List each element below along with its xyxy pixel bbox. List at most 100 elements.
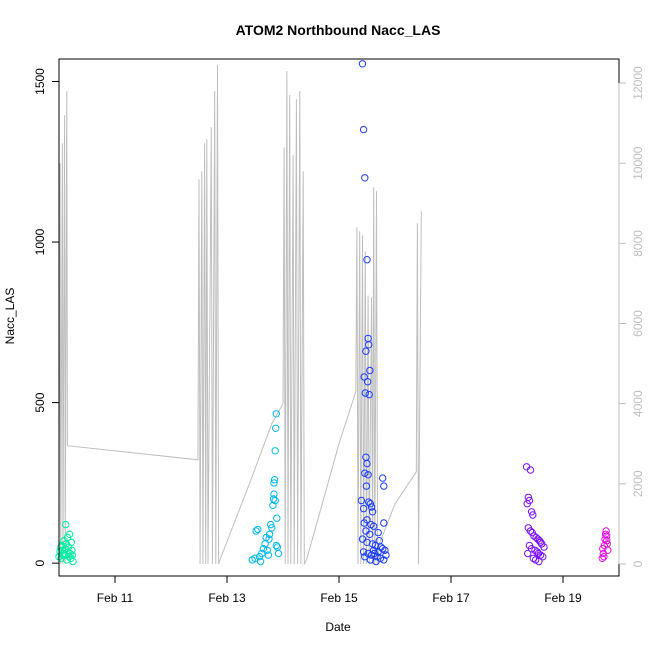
data-point-s2-18 (380, 482, 388, 490)
data-point-s2-24 (368, 508, 377, 516)
data-point-s2-5 (365, 341, 373, 349)
data-point-s3-22 (539, 553, 547, 561)
data-point-s2-0 (358, 60, 367, 68)
data-point-s2-21 (366, 500, 375, 508)
data-point-s1-1 (251, 554, 259, 562)
data-point-s4-6 (603, 532, 611, 540)
data-point-s3-27 (540, 543, 548, 551)
data-point-s1-22 (272, 410, 280, 418)
data-point-s3-8 (526, 527, 535, 535)
data-point-s2-16 (362, 482, 371, 490)
chart-title: ATOM2 Northbound Nacc_LAS (236, 22, 441, 38)
data-point-s0-23 (57, 543, 65, 551)
data-point-s1-6 (258, 549, 266, 558)
data-point-s2-53 (382, 551, 390, 559)
y2-tick-label-0: 0 (631, 560, 645, 567)
y2-tick-label-4: 8000 (631, 230, 645, 257)
x-tick-label-1: Feb 13 (208, 591, 246, 605)
y2-tick-label-5: 10000 (631, 146, 645, 180)
data-point-s0-22 (69, 557, 77, 566)
x-tick-label-3: Feb 17 (432, 591, 470, 605)
data-point-s2-26 (360, 519, 368, 527)
y-tick-label-3: 1500 (33, 68, 47, 95)
data-point-s2-7 (366, 366, 374, 375)
data-point-s1-19 (270, 476, 279, 484)
data-point-s0-16 (65, 530, 74, 538)
data-point-s1-11 (264, 551, 273, 559)
data-point-s4-9 (600, 553, 608, 561)
y-axis-right: 0 2000 4000 6000 8000 10000 12000 (618, 66, 645, 567)
data-point-s0-24 (59, 551, 67, 559)
data-point-s3-26 (524, 549, 532, 558)
data-point-s2-13 (363, 459, 371, 468)
data-point-s2-8 (360, 373, 368, 381)
x-tick-label-2: Feb 15 (320, 591, 358, 605)
data-point-s1-17 (269, 495, 278, 503)
data-point-s1-20 (271, 447, 279, 455)
y-axis-left: 0 500 1000 1500 (33, 68, 60, 567)
data-point-s3-1 (526, 466, 535, 474)
y-axis-label: Nacc_LAS (3, 288, 17, 345)
data-point-s2-9 (363, 378, 372, 386)
data-point-s2-6 (362, 347, 370, 355)
data-point-s2-3 (363, 256, 371, 264)
data-point-s2-28 (370, 522, 378, 530)
data-point-s2-48 (361, 553, 369, 561)
data-point-s3-4 (523, 500, 531, 508)
data-point-s3-23 (529, 554, 537, 562)
data-point-s1-2 (252, 527, 260, 535)
data-point-s4-11 (603, 537, 611, 545)
data-point-s1-5 (256, 557, 265, 566)
data-point-s2-15 (364, 471, 372, 479)
data-point-s2-51 (374, 548, 382, 556)
data-point-s2-19 (357, 496, 366, 505)
data-point-s3-25 (535, 557, 543, 566)
data-point-s1-7 (259, 545, 268, 553)
data-point-s1-10 (263, 546, 271, 554)
y2-tick-label-6: 12000 (631, 66, 645, 100)
data-point-s4-5 (602, 527, 610, 535)
scatter-points-layer (55, 60, 612, 566)
data-point-s3-6 (529, 511, 537, 519)
data-point-s2-32 (374, 528, 382, 537)
data-point-s2-40 (381, 546, 389, 554)
y-tick-label-1: 500 (33, 392, 47, 412)
secondary-line-layer (58, 64, 422, 566)
data-point-s1-18 (270, 479, 278, 487)
data-point-s3-5 (527, 508, 536, 516)
data-point-s2-1 (359, 125, 368, 134)
data-point-s0-19 (67, 538, 76, 546)
data-point-s4-8 (604, 546, 612, 554)
data-point-s2-41 (359, 548, 368, 556)
data-point-s2-50 (372, 557, 380, 566)
data-point-s2-17 (379, 474, 387, 482)
y2-tick-label-3: 6000 (631, 310, 645, 337)
data-point-s1-12 (265, 535, 273, 543)
x-tick-label-4: Feb 19 (544, 591, 582, 605)
secondary-line (58, 64, 422, 566)
data-point-s1-15 (268, 524, 276, 532)
x-tick-label-0: Feb 11 (97, 591, 134, 605)
x-axis: Feb 11 Feb 13 Feb 15 Feb 17 Feb 19 (97, 575, 582, 605)
data-point-s2-22 (367, 503, 376, 511)
data-point-s1-24 (271, 496, 279, 505)
data-point-s1-21 (272, 424, 280, 432)
y2-tick-label-2: 4000 (631, 390, 645, 417)
data-point-s1-3 (254, 525, 262, 534)
data-point-s0-9 (61, 520, 70, 529)
y-tick-label-2: 1000 (33, 228, 47, 255)
data-point-s1-14 (267, 520, 275, 529)
data-point-s2-2 (361, 174, 369, 182)
data-point-s4-10 (599, 545, 607, 553)
y2-tick-label-1: 2000 (631, 470, 645, 497)
data-point-s1-27 (273, 514, 281, 522)
data-point-s2-23 (359, 504, 368, 513)
data-point-s2-47 (380, 556, 388, 564)
data-point-s2-52 (370, 546, 378, 554)
data-point-s2-31 (366, 530, 374, 538)
data-point-s0-20 (68, 546, 76, 554)
x-axis-label: Date (325, 620, 351, 634)
data-point-s3-17 (527, 545, 536, 553)
